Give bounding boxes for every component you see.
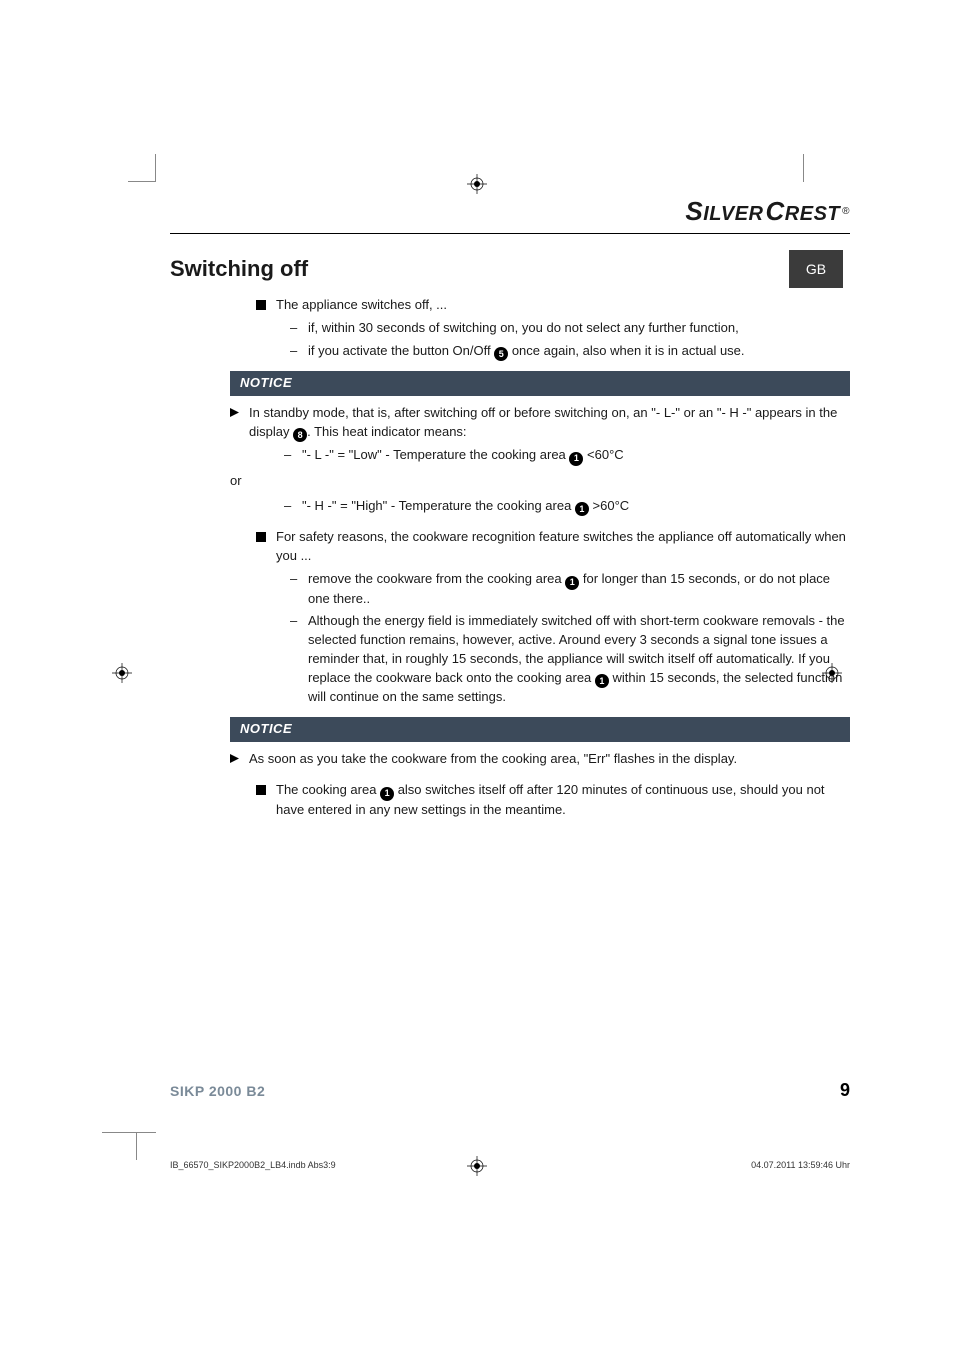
dash-bullet-icon: – [284, 446, 298, 466]
registration-mark-icon [467, 174, 487, 194]
list-item: – if you activate the button On/Off 5 on… [290, 342, 850, 362]
body-text: or [230, 472, 850, 491]
list-item: – "- H -" = "High" - Temperature the coo… [284, 497, 850, 517]
list-item: In standby mode, that is, after switchin… [230, 404, 850, 442]
brand-text: REST [785, 203, 840, 225]
registered-icon: ® [842, 206, 850, 217]
ref-marker-icon: 1 [575, 502, 589, 516]
body-text: Although the energy field is immediately… [308, 612, 850, 707]
imprint-timestamp: 04.07.2011 13:59:46 Uhr [751, 1160, 850, 1170]
list-item: The appliance switches off, ... [256, 296, 850, 315]
page-footer: SIKP 2000 B2 9 [170, 1080, 850, 1101]
registration-mark-icon [112, 663, 132, 683]
list-item: – if, within 30 seconds of switching on,… [290, 319, 850, 338]
body-text: remove the cookware from the cooking are… [308, 570, 850, 608]
ref-marker-icon: 1 [569, 452, 583, 466]
footer-model: SIKP 2000 B2 [170, 1083, 265, 1099]
body-text: if, within 30 seconds of switching on, y… [308, 319, 850, 338]
dash-bullet-icon: – [290, 612, 304, 707]
page-content: SILVERCREST® Switching off The appliance… [170, 196, 850, 823]
list-item: – Although the energy field is immediate… [290, 612, 850, 707]
list-item: For safety reasons, the cookware recogni… [256, 528, 850, 566]
crop-mark [128, 154, 156, 182]
dash-bullet-icon: – [284, 497, 298, 517]
section-heading: Switching off [170, 256, 850, 282]
footer-page-number: 9 [840, 1080, 850, 1101]
brand-text: C [766, 196, 785, 226]
body-text: The cooking area 1 also switches itself … [276, 781, 850, 819]
body-text: if you activate the button On/Off 5 once… [308, 342, 850, 362]
square-bullet-icon [256, 532, 266, 542]
divider [170, 233, 850, 234]
notice-heading: NOTICE [230, 717, 850, 742]
ref-marker-icon: 1 [565, 576, 579, 590]
body-text: As soon as you take the cookware from th… [249, 750, 850, 769]
list-item: The cooking area 1 also switches itself … [256, 781, 850, 819]
ref-marker-icon: 8 [293, 428, 307, 442]
body-text: For safety reasons, the cookware recogni… [276, 528, 850, 566]
ref-marker-icon: 1 [595, 674, 609, 688]
brand-text: ILVER [703, 203, 763, 225]
triangle-bullet-icon [230, 754, 239, 769]
ref-marker-icon: 1 [380, 787, 394, 801]
imprint-file: IB_66570_SIKP2000B2_LB4.indb Abs3:9 [170, 1160, 336, 1170]
list-item: As soon as you take the cookware from th… [230, 750, 850, 769]
ref-marker-icon: 5 [494, 347, 508, 361]
body-text: The appliance switches off, ... [276, 296, 850, 315]
dash-bullet-icon: – [290, 570, 304, 608]
body-text: In standby mode, that is, after switchin… [249, 404, 850, 442]
crop-mark [102, 1132, 156, 1133]
dash-bullet-icon: – [290, 319, 304, 338]
body-text: "- L -" = "Low" - Temperature the cookin… [302, 446, 850, 466]
list-item: – "- L -" = "Low" - Temperature the cook… [284, 446, 850, 466]
triangle-bullet-icon [230, 408, 239, 442]
brand-logo: SILVERCREST® [170, 196, 850, 227]
square-bullet-icon [256, 300, 266, 310]
dash-bullet-icon: – [290, 342, 304, 362]
crop-mark [803, 154, 804, 182]
imprint-line: IB_66570_SIKP2000B2_LB4.indb Abs3:9 04.0… [170, 1160, 850, 1170]
brand-text: S [685, 196, 703, 226]
square-bullet-icon [256, 785, 266, 795]
body-text: "- H -" = "High" - Temperature the cooki… [302, 497, 850, 517]
crop-mark [136, 1132, 137, 1160]
notice-heading: NOTICE [230, 371, 850, 396]
list-item: – remove the cookware from the cooking a… [290, 570, 850, 608]
